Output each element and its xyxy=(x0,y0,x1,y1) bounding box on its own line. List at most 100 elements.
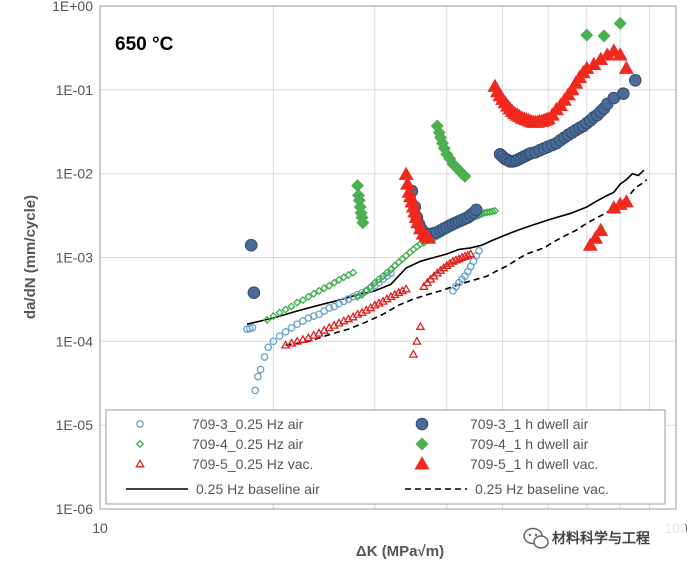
y-tick-labels: 1E-06 1E-05 1E-04 1E-03 1E-02 1E-01 1E+00 xyxy=(52,0,93,517)
data-points xyxy=(243,16,642,395)
data-point xyxy=(254,372,262,381)
x-tick-label: 10 xyxy=(92,520,108,536)
data-point xyxy=(293,298,302,307)
data-point xyxy=(408,349,419,358)
legend-box xyxy=(105,409,666,505)
data-point xyxy=(613,16,627,30)
legend-label: 709-5_1 h dwell vac. xyxy=(470,456,598,472)
data-point xyxy=(280,340,291,349)
watermark-text: 材料科学与工程 xyxy=(552,530,650,547)
data-point xyxy=(386,291,396,301)
wechat-icon xyxy=(523,527,549,549)
data-point xyxy=(421,230,437,244)
data-point xyxy=(357,290,367,299)
data-point xyxy=(315,310,323,319)
data-point xyxy=(612,47,628,61)
data-point xyxy=(617,87,630,100)
y-tick-label: 1E-03 xyxy=(56,250,94,266)
data-point xyxy=(412,336,422,345)
data-point xyxy=(269,337,278,346)
data-point xyxy=(248,323,257,332)
data-point xyxy=(454,254,464,263)
legend-label: 709-3_1 h dwell air xyxy=(470,416,589,432)
data-point xyxy=(293,320,302,329)
legend-marker xyxy=(135,458,145,468)
data-point xyxy=(387,269,395,278)
legend-label: 709-3_0.25 Hz air xyxy=(192,416,304,432)
legend-marker xyxy=(414,456,430,470)
data-point xyxy=(378,296,388,305)
data-point xyxy=(435,265,446,274)
data-point xyxy=(458,169,472,183)
data-point xyxy=(325,281,334,290)
data-point xyxy=(397,285,408,295)
y-tick-label: 1E+00 xyxy=(52,0,93,14)
data-point xyxy=(251,386,260,395)
data-point xyxy=(275,332,284,341)
data-point xyxy=(629,74,642,87)
legend-marker xyxy=(136,420,144,428)
data-point xyxy=(309,289,318,298)
watermark-backdrop xyxy=(516,523,686,553)
data-point xyxy=(597,29,611,43)
data-point xyxy=(320,284,329,293)
data-point xyxy=(314,286,324,296)
data-point xyxy=(330,278,339,287)
legend-label: 709-5_0.25 Hz vac. xyxy=(192,456,313,472)
data-point xyxy=(488,207,497,216)
data-point xyxy=(415,321,426,330)
y-tick-label: 1E-05 xyxy=(56,417,94,433)
data-point xyxy=(451,255,461,264)
data-point xyxy=(334,275,344,285)
data-point xyxy=(564,82,580,96)
data-point xyxy=(441,260,452,270)
watermark: 材料科学与工程 xyxy=(516,523,686,553)
legend: 709-3_0.25 Hz air 709-4_0.25 Hz air 709-5_… xyxy=(105,409,666,505)
legend-marker xyxy=(415,437,429,451)
data-point xyxy=(378,271,388,281)
data-point xyxy=(325,304,334,312)
data-point xyxy=(292,336,303,345)
data-point xyxy=(256,365,265,374)
legend-label: 709-4_0.25 Hz air xyxy=(192,436,304,452)
baseline-line xyxy=(285,178,648,346)
data-point xyxy=(618,194,634,208)
legend-marker xyxy=(415,417,429,431)
data-point xyxy=(269,311,278,321)
legend-label: 709-4_1 h dwell air xyxy=(470,436,589,452)
legend-label: 0.25 Hz baseline vac. xyxy=(475,481,609,497)
y-tick-label: 1E-06 xyxy=(56,501,94,517)
data-point xyxy=(247,286,261,300)
data-point xyxy=(287,302,296,311)
data-point xyxy=(281,305,290,314)
data-point xyxy=(243,325,251,333)
data-point xyxy=(362,286,371,296)
temperature-annotation: 650 °C xyxy=(115,34,174,55)
y-tick-label: 1E-04 xyxy=(56,333,94,349)
data-point xyxy=(462,250,473,259)
data-point xyxy=(393,287,404,297)
data-point xyxy=(349,292,357,301)
plot-frame xyxy=(99,5,677,510)
data-point xyxy=(264,343,273,352)
data-point xyxy=(286,338,297,347)
data-point xyxy=(448,256,458,265)
data-point xyxy=(386,265,396,274)
data-point xyxy=(344,295,353,303)
data-point xyxy=(366,282,375,291)
data-point xyxy=(438,262,449,272)
data-point xyxy=(490,206,500,216)
data-point xyxy=(348,268,358,277)
y-axis-title: da/dN (mm/cycle) xyxy=(22,195,39,319)
data-point xyxy=(593,222,609,236)
data-point xyxy=(457,252,467,261)
data-point xyxy=(370,278,379,287)
data-point xyxy=(588,230,604,244)
data-point xyxy=(465,248,476,258)
data-point xyxy=(262,315,272,325)
data-point xyxy=(618,60,634,74)
legend-label: 0.25 Hz baseline air xyxy=(196,481,320,497)
data-point xyxy=(475,247,483,255)
data-point xyxy=(353,290,362,299)
